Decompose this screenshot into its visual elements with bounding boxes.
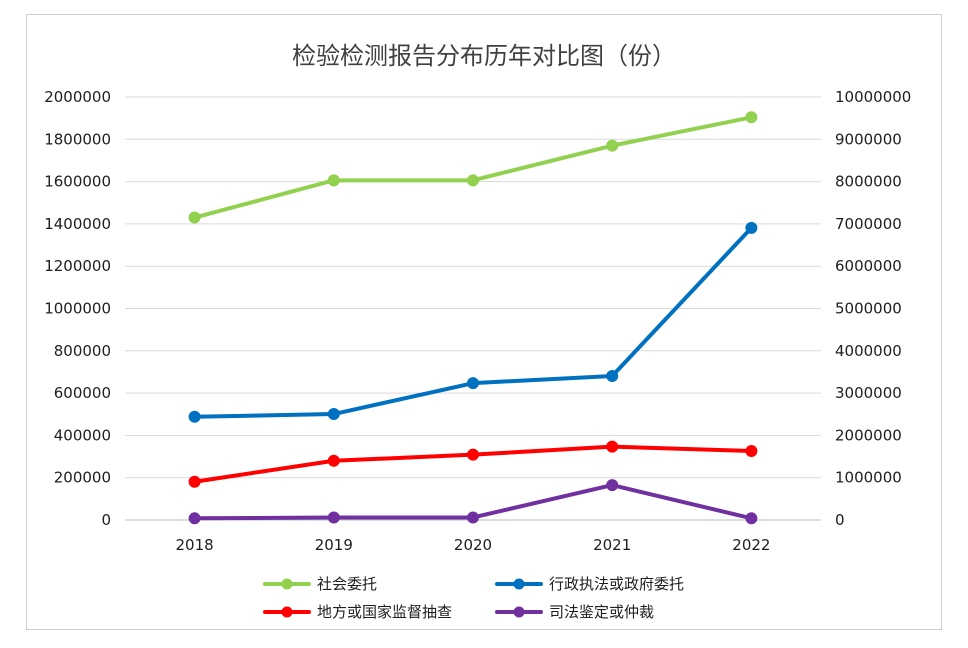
data-point — [327, 454, 340, 467]
right-tick-label: 1000000 — [835, 469, 902, 487]
data-point — [606, 479, 619, 492]
data-point — [745, 445, 758, 458]
left-tick-label: 1600000 — [44, 173, 111, 191]
left-tick-label: 400000 — [54, 426, 111, 444]
data-point — [745, 221, 758, 234]
right-tick-label: 2000000 — [835, 426, 902, 444]
data-point — [467, 511, 479, 524]
data-point — [188, 211, 201, 224]
legend-item: 地方或国家监督抽查 — [263, 603, 452, 621]
left-tick-label: 1800000 — [44, 130, 111, 148]
data-point — [188, 512, 201, 525]
right-y-axis: 0 1000000 2000000 3000000 4000000 5000000 6000… — [835, 88, 911, 529]
legend-label: 司法鉴定或仲裁 — [549, 603, 654, 621]
chart-title: 检验检测报告分布历年对比图（份） — [292, 42, 676, 70]
data-point — [327, 408, 340, 421]
data-point — [606, 139, 619, 152]
x-tick-label: 2022 — [732, 536, 770, 554]
data-point — [606, 440, 619, 453]
x-tick-label: 2020 — [454, 536, 492, 554]
left-y-axis: 0 200000 400000 600000 800000 1000000 1200000 1… — [44, 88, 111, 529]
legend-item: 社会委托 — [263, 575, 377, 593]
series-行政执法或政府委托 — [188, 221, 758, 423]
legend-label: 地方或国家监督抽查 — [317, 603, 452, 621]
x-axis: 2018 2019 2020 2021 2022 — [176, 536, 771, 554]
left-tick-label: 1400000 — [44, 215, 111, 233]
right-tick-label: 8000000 — [835, 173, 902, 191]
left-tick-label: 1000000 — [44, 300, 111, 318]
left-tick-label: 1200000 — [44, 257, 111, 275]
data-point — [327, 511, 340, 524]
series-line — [192, 115, 754, 220]
right-tick-label: 4000000 — [835, 342, 902, 360]
right-tick-label: 0 — [835, 511, 845, 529]
left-tick-label: 800000 — [54, 342, 111, 360]
right-tick-label: 7000000 — [835, 215, 902, 233]
data-point — [606, 369, 619, 382]
chart-frame: 检验检测报告分布历年对比图（份） 0 200000 400000 600000 8000… — [26, 14, 942, 630]
data-point — [188, 475, 201, 488]
line-chart: 检验检测报告分布历年对比图（份） 0 200000 400000 600000 8000… — [44, 42, 911, 621]
right-tick-label: 5000000 — [835, 300, 902, 318]
series-lines — [188, 111, 758, 525]
legend-marker — [281, 606, 293, 618]
data-point — [188, 410, 201, 423]
legend-label: 社会委托 — [317, 575, 377, 593]
data-point — [327, 174, 340, 187]
x-tick-label: 2018 — [176, 536, 214, 554]
right-tick-label: 10000000 — [835, 88, 911, 106]
data-point — [745, 512, 758, 525]
left-tick-label: 600000 — [54, 384, 111, 402]
legend-marker — [513, 606, 525, 618]
left-tick-label: 200000 — [54, 469, 111, 487]
data-point — [745, 111, 758, 124]
data-point — [467, 377, 479, 390]
series-司法鉴定或仲裁 — [188, 479, 758, 525]
x-tick-label: 2021 — [593, 536, 631, 554]
data-point — [467, 448, 479, 461]
right-tick-label: 3000000 — [835, 384, 902, 402]
series-地方或国家监督抽查 — [188, 440, 758, 488]
legend-marker — [513, 578, 525, 590]
left-tick-label: 2000000 — [44, 88, 111, 106]
legend-item: 行政执法或政府委托 — [495, 575, 684, 593]
legend-item: 司法鉴定或仲裁 — [495, 603, 654, 621]
x-tick-label: 2019 — [315, 536, 353, 554]
right-tick-label: 6000000 — [835, 257, 902, 275]
right-tick-label: 9000000 — [835, 130, 902, 148]
legend-marker — [281, 578, 293, 590]
series-社会委托 — [188, 111, 758, 224]
data-point — [467, 174, 479, 187]
legend-label: 行政执法或政府委托 — [549, 575, 684, 593]
left-tick-label: 0 — [101, 511, 111, 529]
